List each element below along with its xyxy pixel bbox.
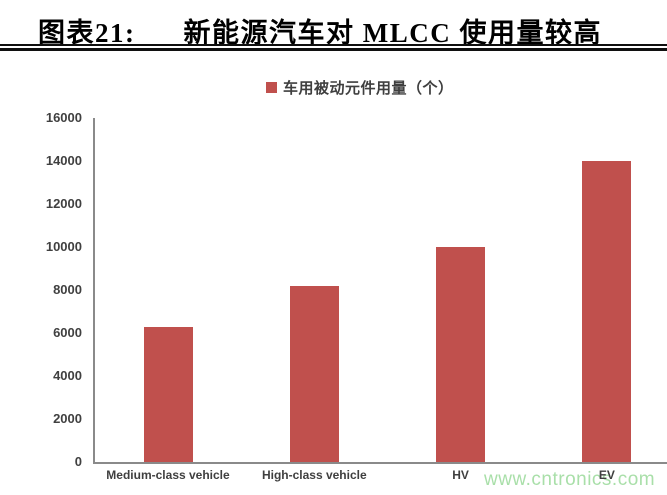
figure-title: 图表21: 新能源汽车对 MLCC 使用量较高 bbox=[38, 11, 602, 50]
y-tick-label: 10000 bbox=[45, 239, 82, 254]
y-tick-label: 14000 bbox=[45, 153, 82, 168]
legend-swatch-icon bbox=[266, 82, 277, 93]
legend-label: 车用被动元件用量（个） bbox=[283, 80, 454, 97]
y-tick-label: 16000 bbox=[45, 110, 82, 125]
plot-area bbox=[95, 118, 667, 462]
bar bbox=[143, 326, 193, 462]
bar bbox=[436, 247, 486, 462]
y-axis-line bbox=[93, 118, 95, 462]
x-category-label: Medium-class vehicle bbox=[106, 468, 230, 482]
figure-title-text: 新能源汽车对 MLCC 使用量较高 bbox=[183, 18, 602, 48]
y-tick-label: 0 bbox=[74, 454, 82, 469]
y-tick-label: 4000 bbox=[53, 368, 82, 383]
title-divider bbox=[0, 44, 667, 51]
x-axis-line bbox=[93, 462, 667, 464]
chart-legend: 车用被动元件用量（个） bbox=[266, 77, 454, 98]
x-category-label: EV bbox=[598, 468, 615, 482]
y-tick-label: 12000 bbox=[45, 196, 82, 211]
x-category-label: High-class vehicle bbox=[261, 468, 367, 482]
bar bbox=[582, 161, 632, 462]
y-tick-label: 2000 bbox=[53, 411, 82, 426]
x-category-label: HV bbox=[452, 468, 469, 482]
y-tick-label: 6000 bbox=[53, 325, 82, 340]
bar bbox=[289, 285, 339, 462]
figure-number: 图表21: bbox=[38, 18, 136, 48]
y-tick-label: 8000 bbox=[53, 282, 82, 297]
watermark: www.cntronics.com bbox=[484, 469, 656, 490]
